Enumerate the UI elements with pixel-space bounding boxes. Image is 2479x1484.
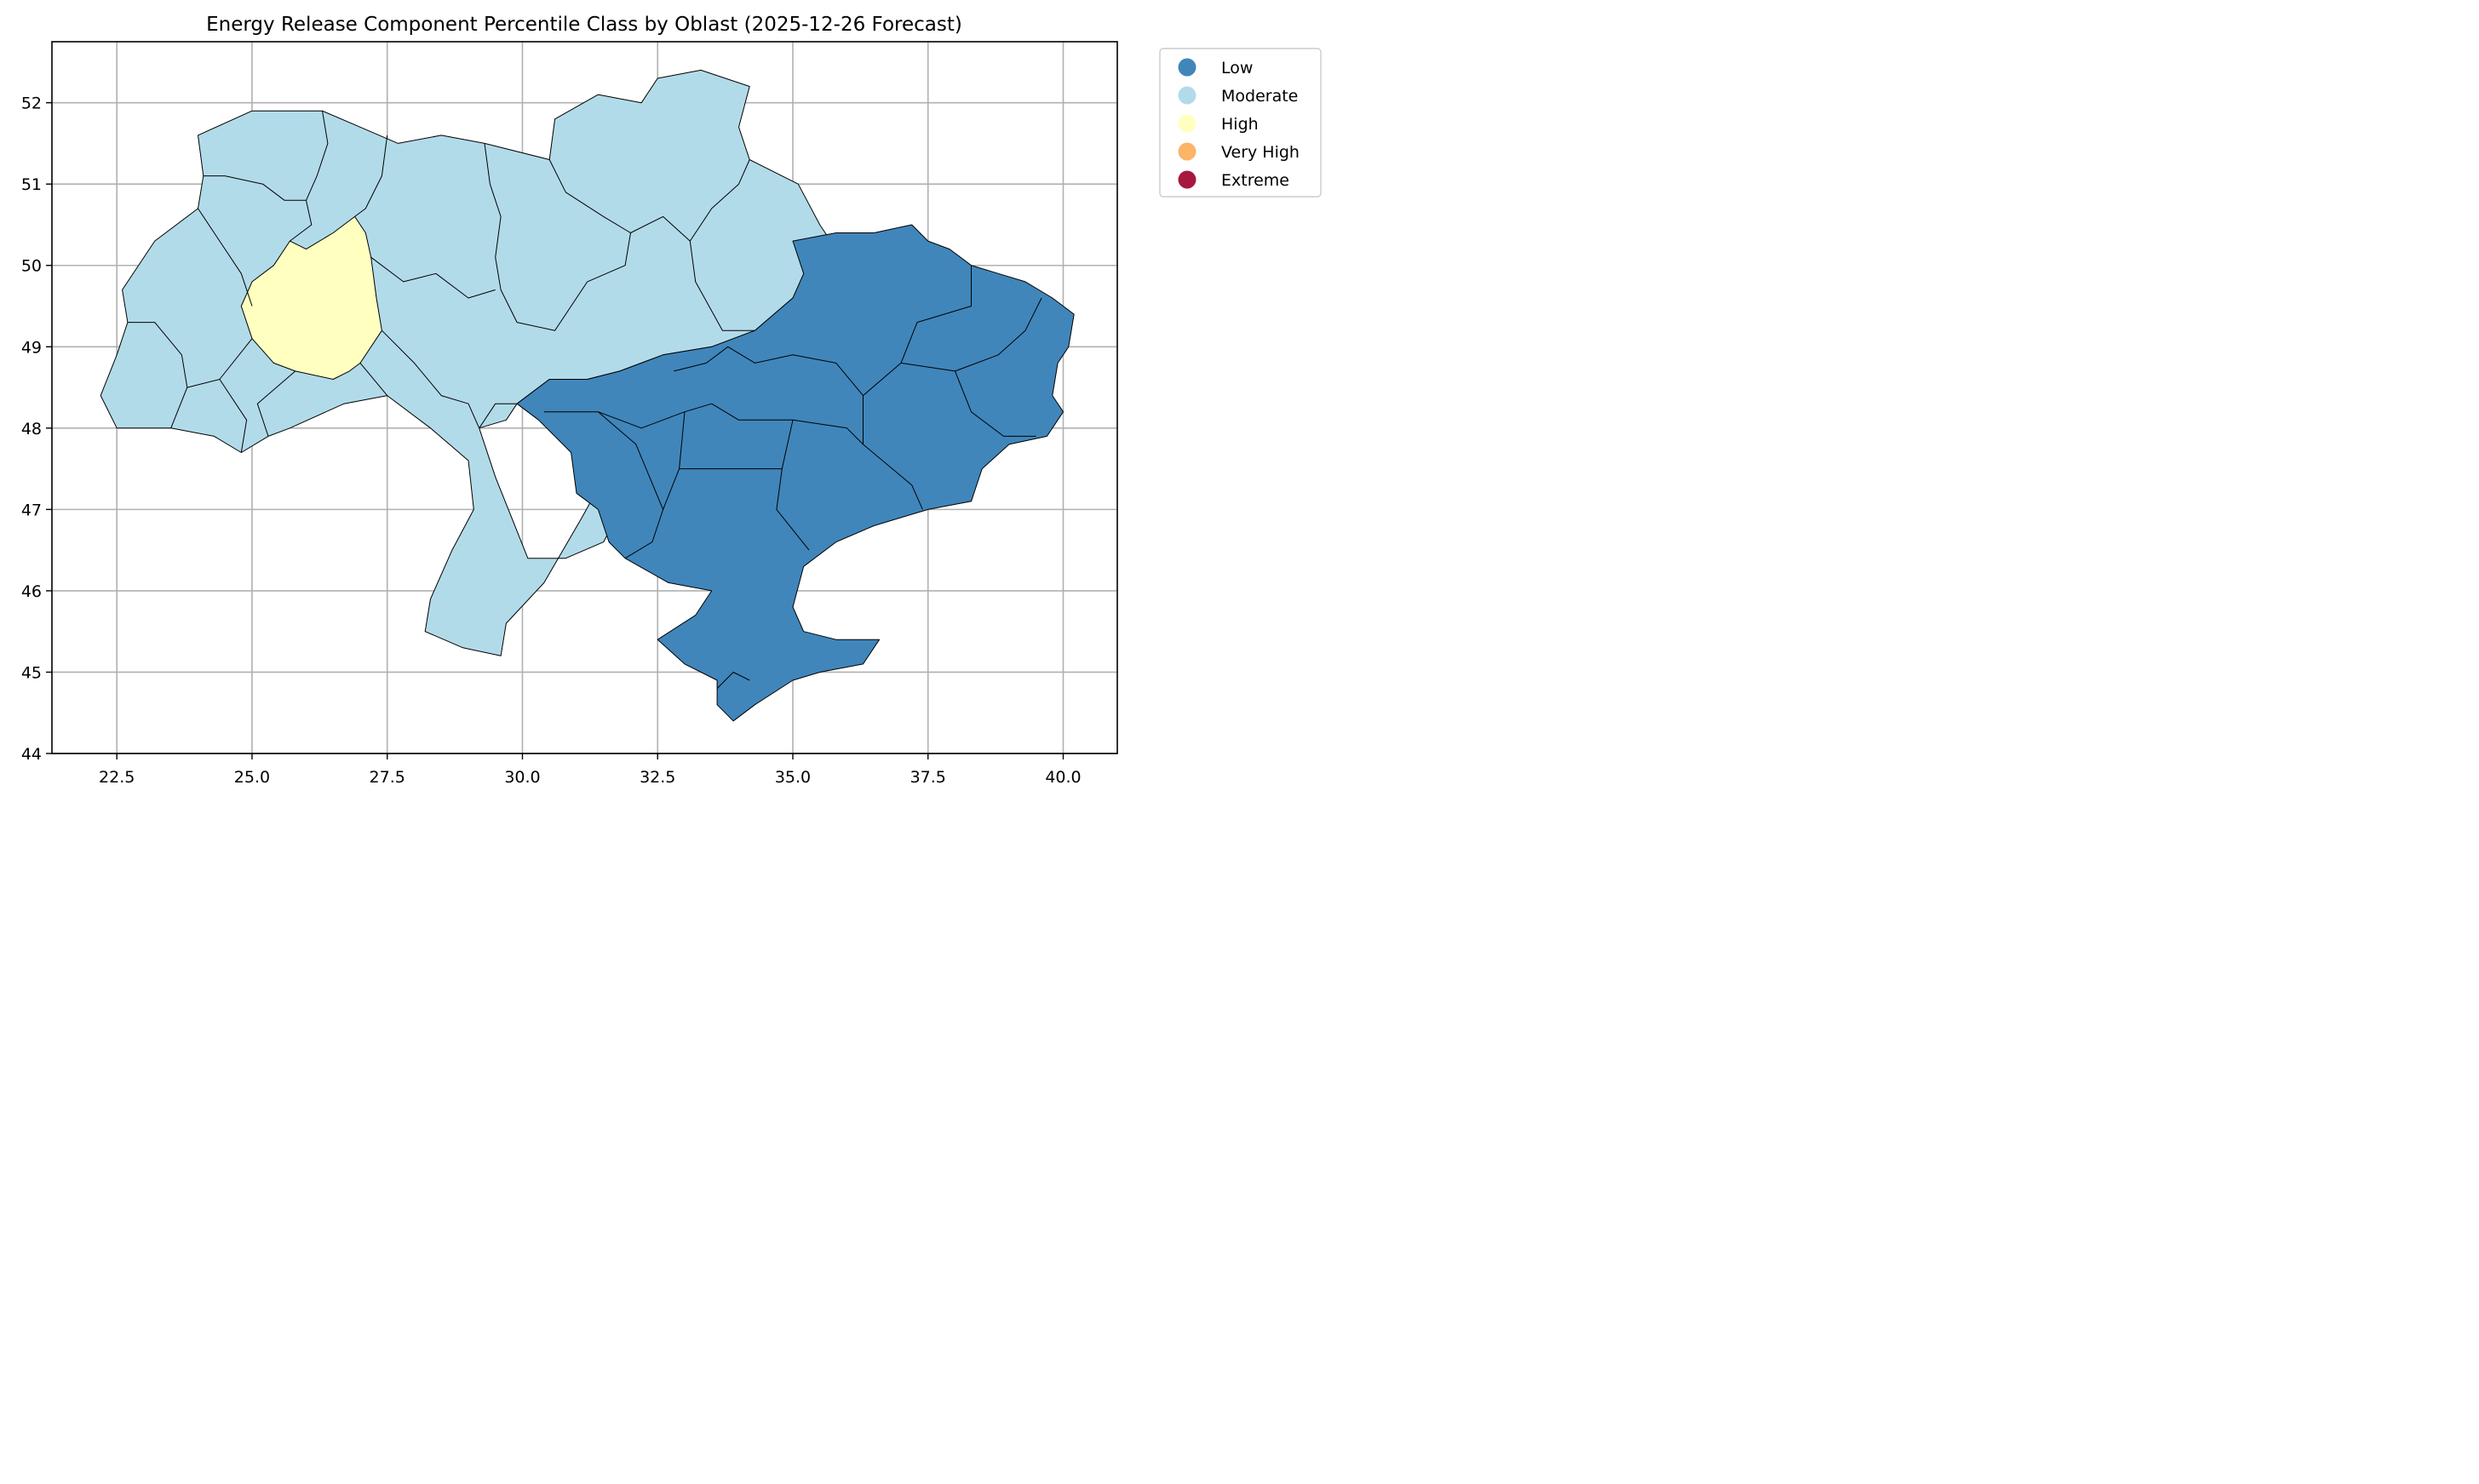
choropleth-map: 22.5 25.0 27.5 30.0 32.5 35.0 37.5 40.0 44 45 46 47… bbox=[21, 14, 1322, 787]
x-tick-label: 40.0 bbox=[1045, 768, 1081, 787]
oblast-border bbox=[689, 241, 755, 331]
oblast-border bbox=[203, 175, 307, 201]
oblast-border bbox=[863, 265, 972, 444]
oblast-border bbox=[543, 403, 864, 445]
oblast-border bbox=[290, 111, 329, 242]
oblast-border bbox=[479, 403, 518, 429]
oblast-border bbox=[382, 329, 480, 429]
oblast-border bbox=[716, 672, 750, 689]
oblast-border bbox=[370, 256, 496, 299]
oblast-border bbox=[484, 143, 502, 290]
region-high bbox=[240, 215, 382, 380]
legend-marker-extreme bbox=[1178, 170, 1196, 189]
y-tick-label: 44 bbox=[21, 745, 42, 764]
legend-frame bbox=[1159, 48, 1322, 198]
x-tick-label: 30.0 bbox=[504, 768, 540, 787]
axis-ticks: 22.5 25.0 27.5 30.0 32.5 35.0 37.5 40.0 44 45 46 47… bbox=[21, 95, 1082, 787]
legend-label: Very High bbox=[1221, 143, 1300, 162]
oblast-border bbox=[674, 346, 864, 396]
legend-label: Extreme bbox=[1221, 171, 1289, 190]
x-tick-label: 32.5 bbox=[640, 768, 675, 787]
oblast-border bbox=[359, 363, 388, 396]
x-tick-label: 22.5 bbox=[99, 768, 135, 787]
oblast-border bbox=[900, 297, 1042, 372]
y-tick-label: 52 bbox=[21, 95, 42, 113]
legend-label: Low bbox=[1221, 59, 1253, 77]
oblast-border bbox=[500, 232, 631, 331]
y-tick-label: 50 bbox=[21, 257, 42, 276]
oblast-border bbox=[354, 135, 388, 217]
y-tick-label: 48 bbox=[21, 420, 42, 438]
oblast-border bbox=[127, 322, 188, 428]
legend-label: High bbox=[1221, 115, 1259, 134]
regions bbox=[100, 69, 1075, 722]
oblast-border bbox=[598, 411, 664, 510]
oblast-border bbox=[548, 159, 750, 242]
oblast-border bbox=[955, 370, 1036, 437]
oblast-border bbox=[256, 370, 296, 437]
x-tick-label: 35.0 bbox=[775, 768, 811, 787]
map-figure: 22.5 25.0 27.5 30.0 32.5 35.0 37.5 40.0 44 45 46 47… bbox=[0, 0, 1329, 796]
oblast-border bbox=[679, 411, 810, 551]
y-tick-label: 47 bbox=[21, 501, 42, 519]
y-tick-label: 49 bbox=[21, 338, 42, 357]
legend-label: Moderate bbox=[1221, 87, 1298, 106]
oblast-border bbox=[198, 208, 253, 307]
y-tick-label: 45 bbox=[21, 663, 42, 682]
x-tick-label: 37.5 bbox=[910, 768, 946, 787]
legend-marker-very-high bbox=[1178, 142, 1196, 161]
chart-title: Energy Release Component Percentile Clas… bbox=[206, 14, 962, 36]
region-low bbox=[516, 224, 1075, 722]
x-tick-label: 25.0 bbox=[234, 768, 270, 787]
legend-marker-low bbox=[1178, 58, 1196, 77]
legend-marker-high bbox=[1178, 114, 1196, 133]
legend-marker-moderate bbox=[1178, 86, 1196, 105]
oblast-border bbox=[781, 420, 794, 469]
legend: Low Moderate High Very High Extreme bbox=[1159, 48, 1322, 198]
region-moderate bbox=[100, 69, 837, 656]
y-tick-label: 46 bbox=[21, 582, 42, 601]
internal-borders bbox=[127, 111, 1042, 689]
x-tick-label: 27.5 bbox=[370, 768, 405, 787]
oblast-border bbox=[219, 379, 248, 453]
oblast-border bbox=[863, 444, 923, 510]
oblast-border bbox=[624, 468, 680, 559]
y-tick-label: 51 bbox=[21, 175, 42, 194]
axes-frame bbox=[51, 41, 1118, 754]
